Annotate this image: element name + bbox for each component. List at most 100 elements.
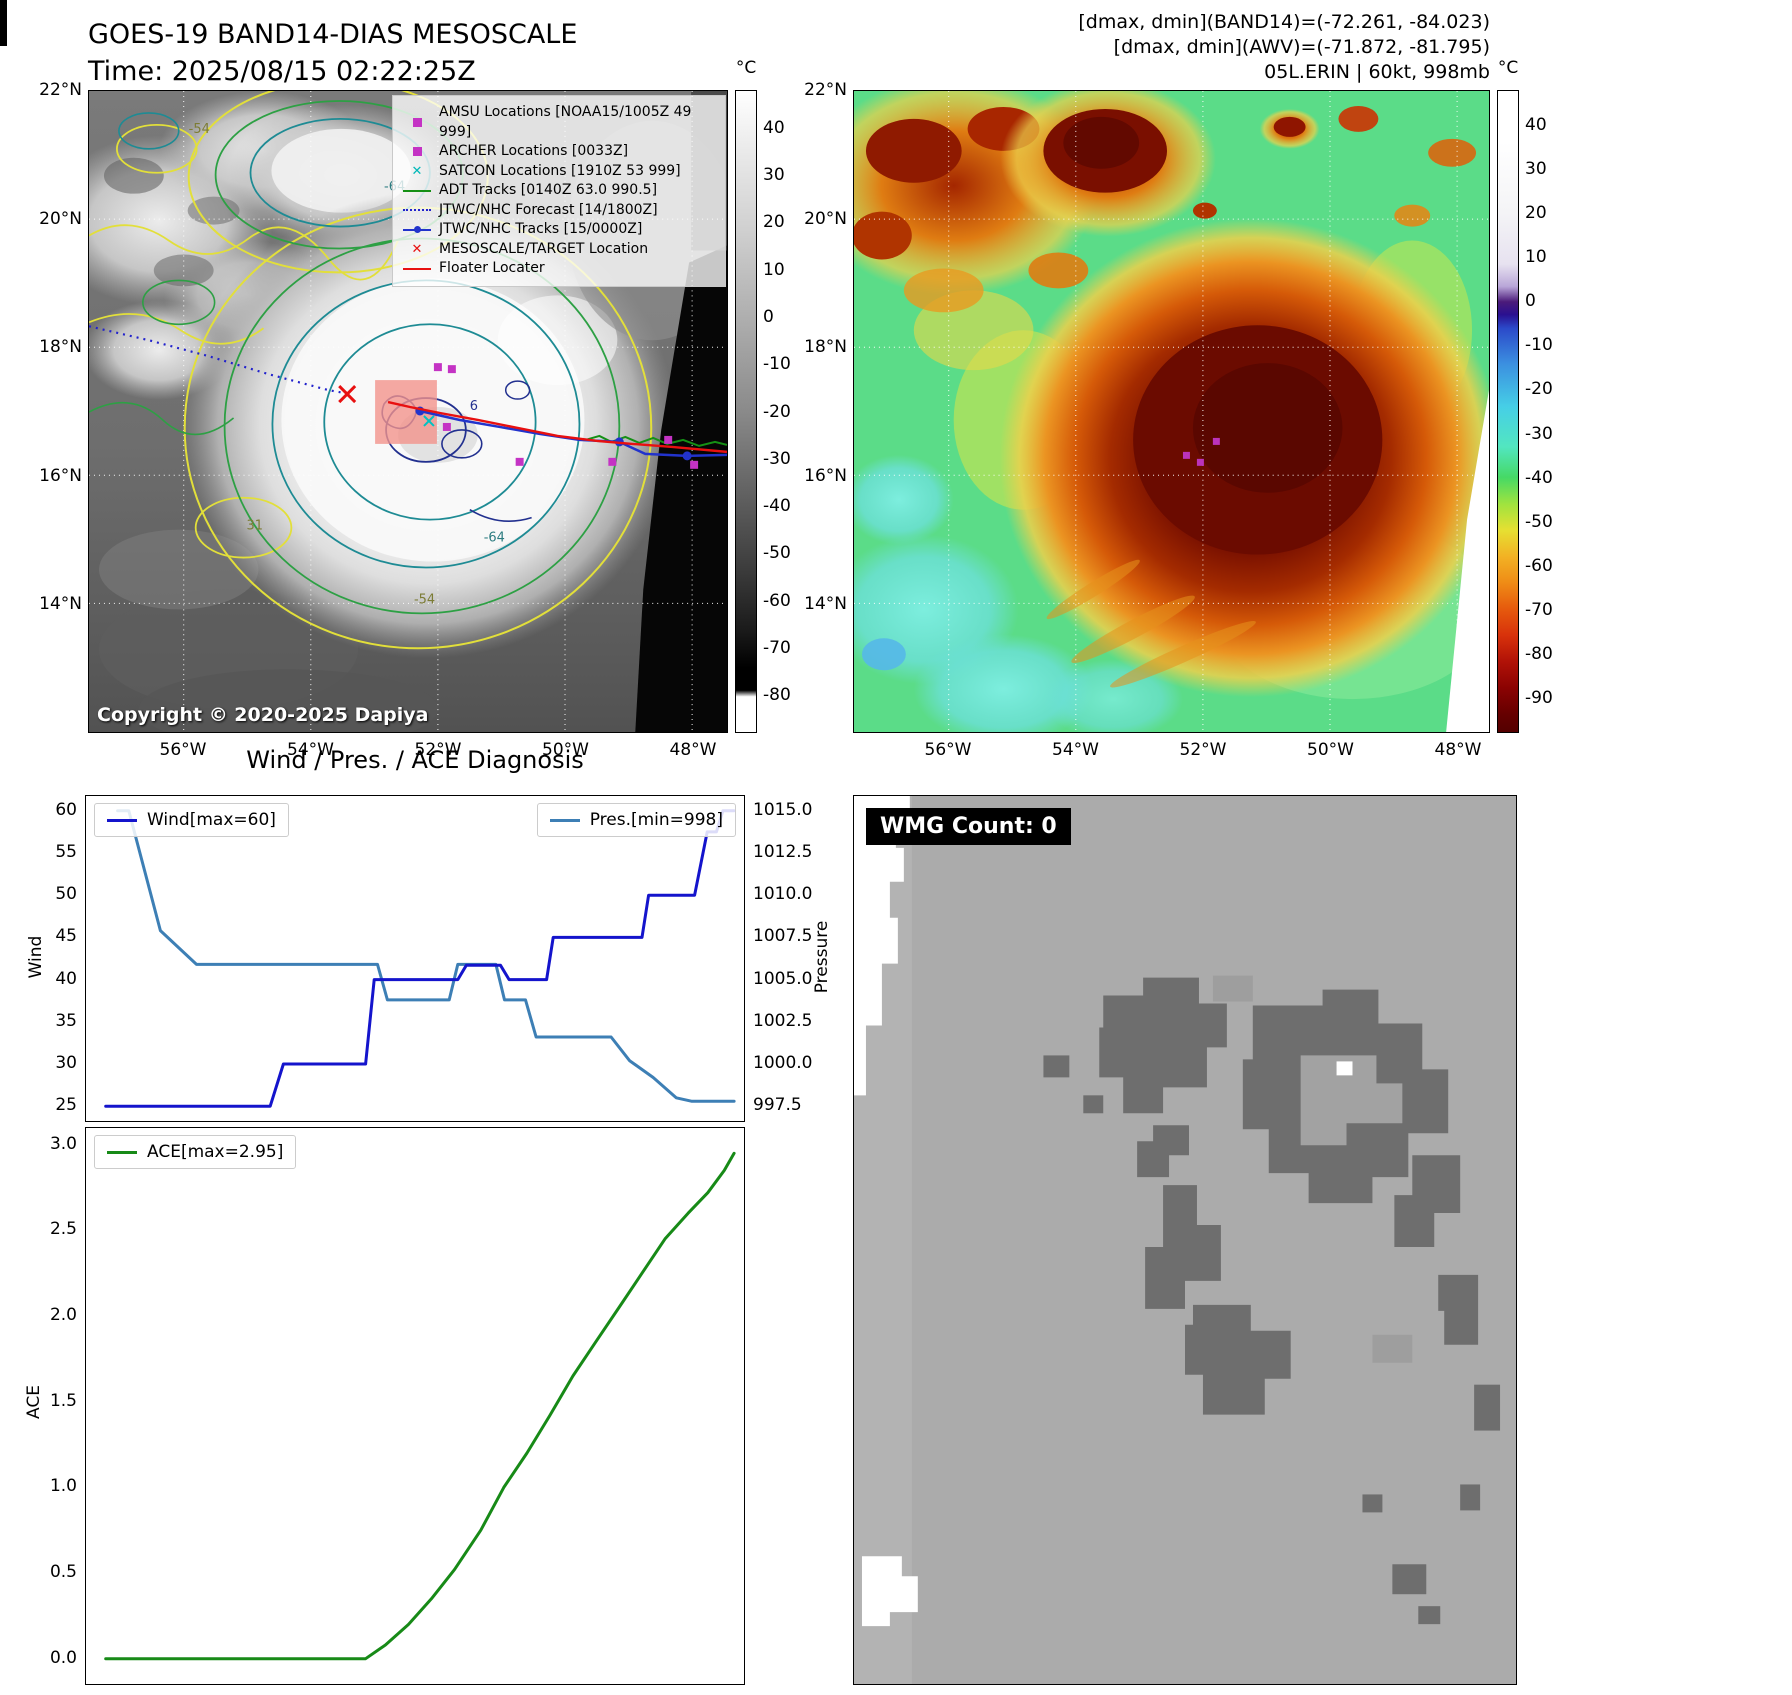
colorbar-tick: -20: [763, 401, 791, 422]
colorbar-tick: -80: [1525, 643, 1553, 664]
axis-tick-mark: [0, 4, 7, 6]
axis-tick-mark: [0, 20, 7, 22]
colorbar-tick: -50: [763, 543, 791, 564]
colorbar-tick: 10: [763, 259, 785, 280]
wind-ytick: 50: [55, 884, 77, 905]
wmg-white-spot: [1336, 1061, 1353, 1076]
awv-map-panel: [853, 90, 1490, 733]
lat-tick-left-map: 16°N: [39, 465, 82, 486]
map-legend: AMSU Locations [NOAA15/1005Z 49 999] ARCH…: [392, 95, 726, 287]
lat-tick-left-map: 18°N: [39, 337, 82, 357]
no-data-wedge: [1446, 390, 1489, 732]
cirrus-streaks: [1046, 559, 1256, 688]
axis-tick-mark: [0, 16, 7, 18]
colorbar-tick: -40: [1525, 467, 1553, 488]
awv-colorbar: [1497, 90, 1519, 733]
colorbar-tick: -90: [1525, 687, 1553, 708]
axis-tick-mark: [0, 26, 7, 28]
axis-tick-mark: [0, 44, 7, 46]
colorbar-tick: -10: [1525, 335, 1553, 356]
axis-tick-mark: [0, 10, 7, 12]
awv-colorbar-unit: °C: [1497, 58, 1519, 78]
band14-colorbar-unit: °C: [735, 58, 757, 78]
map-legend-label: ARCHER Locations [0033Z]: [439, 143, 629, 159]
title-line-2: Time: 2025/08/15 02:22:25Z: [88, 56, 476, 87]
lon-tick-left-map: 54°W: [287, 740, 334, 760]
satcon-x-icon: [423, 415, 435, 427]
ace-ytick: 1.5: [49, 1390, 77, 1411]
axis-tick-mark: [0, 6, 7, 8]
contour-label: 6: [470, 399, 478, 414]
axis-tick-mark: [0, 42, 7, 44]
wind-axis-label: Wind: [26, 935, 46, 979]
floater-locater-line: [387, 400, 727, 454]
colorbar-tick: -60: [1525, 555, 1553, 576]
map-legend-item: ARCHER Locations [0033Z]: [402, 142, 716, 162]
colorbar-tick: -50: [1525, 511, 1553, 532]
colorbar-tick: -80: [763, 685, 791, 706]
axis-tick-mark: [0, 28, 7, 30]
lon-tick-right-map: 56°W: [924, 740, 972, 760]
no-data-wedge: [635, 245, 727, 732]
colorbar-tick: -70: [1525, 599, 1553, 620]
amsu-archer-markers: [1182, 437, 1220, 466]
ace-ytick: 0.5: [49, 1562, 77, 1583]
colorbar-tick: 30: [1525, 159, 1547, 180]
colorbar-tick: -30: [1525, 423, 1553, 444]
wind-pressure-plot: [104, 809, 736, 1108]
wind-ytick: 35: [55, 1010, 77, 1031]
map-legend-label: JTWC/NHC Forecast [14/1800Z]: [439, 201, 658, 218]
colorbar-tick: 10: [1525, 247, 1547, 268]
wmg-image: [854, 796, 1516, 1684]
lat-lon-grid: [854, 91, 1489, 732]
map-legend-label: JTWC/NHC Tracks [15/0000Z]: [439, 221, 643, 237]
lat-tick-left-map: 22°N: [39, 80, 82, 100]
lat-tick-right-map: 20°N: [804, 208, 847, 229]
colorbar-tick: 40: [763, 117, 785, 138]
lon-tick-left-map: 50°W: [542, 740, 589, 760]
map-legend-item: ADT Tracks [0140Z 63.0 990.5]: [402, 181, 716, 201]
lat-tick-right-map: 16°N: [804, 465, 847, 486]
ace-ytick: 3.0: [49, 1133, 77, 1154]
colorbar-tick: 0: [1525, 291, 1536, 312]
pressure-axis-label: Pressure: [812, 920, 832, 994]
axis-tick-mark: [0, 32, 7, 34]
lon-tick-right-map: 48°W: [1434, 740, 1482, 760]
axis-tick-mark: [0, 36, 7, 38]
storm-id: 05L.ERIN | 60kt, 998mb: [1264, 61, 1490, 83]
contour-label: -54: [189, 122, 210, 137]
lat-tick-right-map: 22°N: [804, 80, 847, 100]
dmax-dmin-awv: [dmax, dmin](AWV)=(-71.872, -81.795): [1113, 36, 1490, 58]
colorbar-tick: -20: [1525, 379, 1553, 400]
axis-tick-mark: [0, 14, 7, 16]
axis-tick-mark: [0, 30, 7, 32]
map-legend-item: JTWC/NHC Forecast [14/1800Z]: [402, 201, 716, 221]
chart-series-line: [104, 809, 736, 1108]
magenta-square-icon: [402, 116, 432, 130]
copyright: Copyright © 2020-2025 Dapiya: [97, 704, 429, 726]
colorbar-tick: 0: [763, 306, 774, 327]
colorbar-tick: 30: [763, 165, 785, 186]
wind-legend-label: Wind[max=60]: [147, 810, 276, 830]
ace-plot: [104, 1151, 736, 1661]
map-legend-label: ADT Tracks [0140Z 63.0 990.5]: [439, 182, 658, 198]
pressure-ytick: 1012.5: [753, 841, 813, 862]
colorbar-tick: 20: [763, 212, 785, 233]
axis-tick-mark: [0, 18, 7, 20]
wind-ytick: 30: [55, 1053, 77, 1074]
dmax-dmin-band14: [dmax, dmin](BAND14)=(-72.261, -84.023): [1078, 11, 1490, 33]
lat-tick-right-map: 18°N: [804, 337, 847, 357]
map-legend-label: SATCON Locations [1910Z 53 999]: [439, 162, 681, 179]
lat-tick-left-map: 20°N: [39, 208, 82, 229]
map-legend-item: ✕ SATCON Locations [1910Z 53 999]: [402, 162, 716, 182]
page-title: GOES-19 BAND14-DIAS MESOSCALE Time: 2025…: [88, 16, 577, 90]
map-legend-label: MESOSCALE/TARGET Location: [439, 240, 649, 257]
chart-series-line: [116, 809, 736, 1103]
ace-ytick: 1.0: [49, 1476, 77, 1497]
axis-tick-mark: [0, 38, 7, 40]
blue-marker-line-icon: [402, 223, 432, 237]
awv-satellite-image: [854, 91, 1489, 732]
title-line-1: GOES-19 BAND14-DIAS MESOSCALE: [88, 19, 578, 50]
pressure-ytick: 1015.0: [753, 799, 813, 820]
